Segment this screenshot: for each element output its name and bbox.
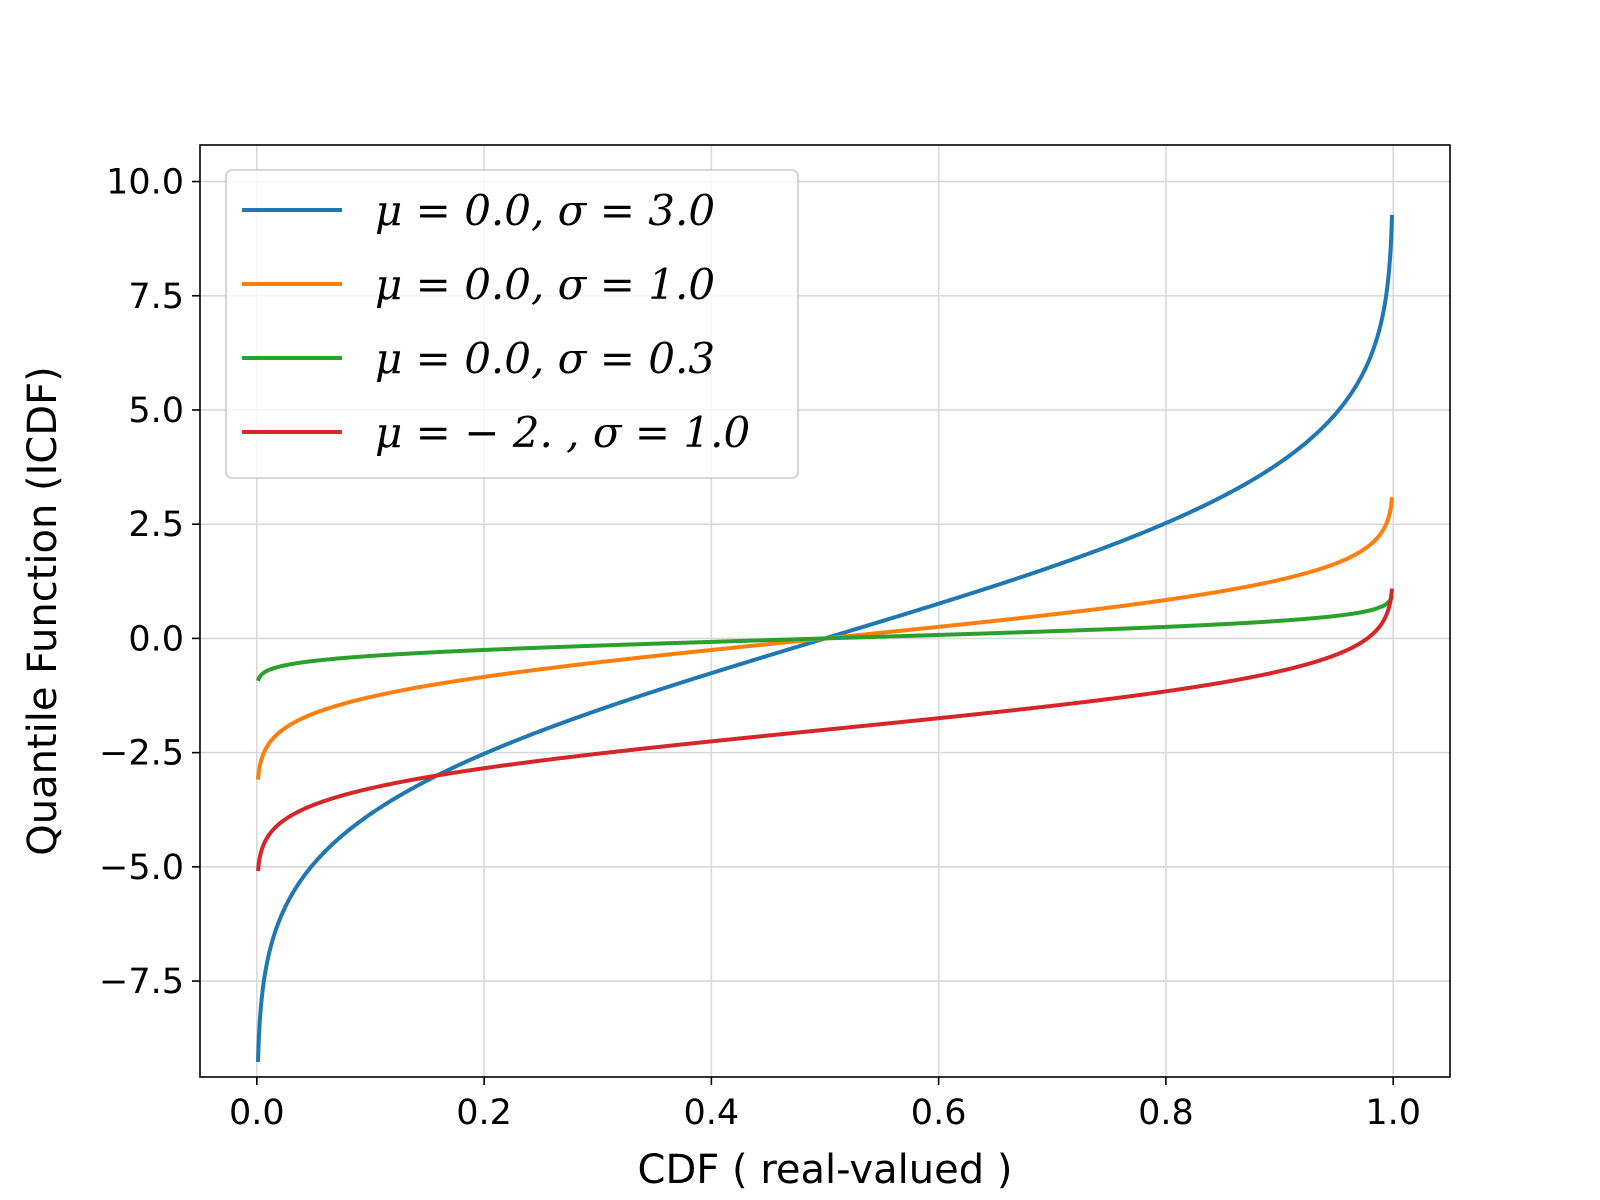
y-tick-label: −7.5 [99,962,184,1002]
x-tick-label: 0.0 [229,1093,285,1133]
y-tick-label: 7.5 [128,277,184,317]
x-tick-label: 0.8 [1138,1093,1194,1133]
x-tick-label: 1.0 [1365,1093,1421,1133]
y-tick-label: 5.0 [128,391,184,431]
series-lines [255,214,1395,1063]
y-tick-label: 0.0 [128,619,184,659]
legend-box [225,169,799,479]
ticks: 0.0 0.2 0.4 0.6 0.8 1.0 −7.5 −5.0 −2.5 0.0 2.5 5.0 7… [99,163,1421,1133]
y-tick-label: −5.0 [99,848,184,888]
x-axis-label: CDF ( real-valued ) [638,1147,1013,1193]
x-tick-label: 0.6 [911,1093,967,1133]
legend: μ = 0.0, σ = 3.0 μ = 0.0, σ = 1.0 μ = 0.0,… [225,169,799,479]
x-tick-label: 0.4 [684,1093,740,1133]
x-tick-label: 0.2 [456,1093,512,1133]
y-tick-label: 10.0 [106,163,184,203]
legend-entry-label: μ = 0.0, σ = 1.0 [375,260,715,309]
y-axis-label: Quantile Function (ICDF) [20,366,66,856]
legend-entry-label: μ = 0.0, σ = 0.3 [375,334,715,383]
series-line-3 [256,595,1394,682]
legend-entry-label: μ = 0.0, σ = 3.0 [375,186,715,235]
legend-entry-label: μ = − 2. , σ = 1.0 [375,408,750,457]
y-tick-label: −2.5 [99,734,184,774]
series-line-4 [255,588,1395,872]
axes-frame [199,144,1451,1078]
y-tick-label: 2.5 [128,505,184,545]
